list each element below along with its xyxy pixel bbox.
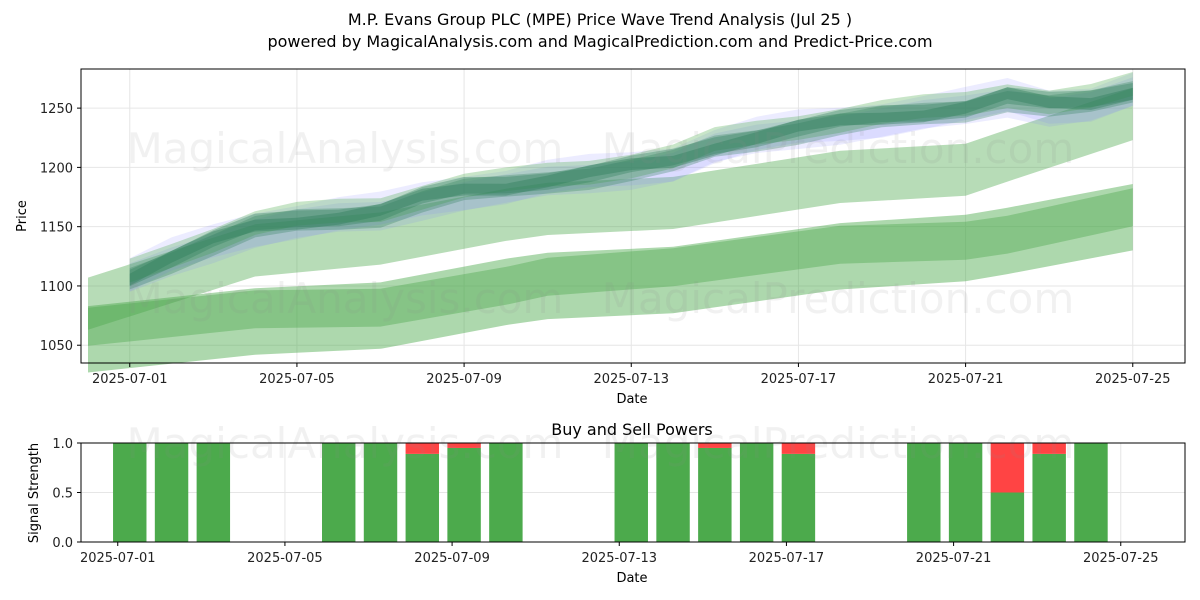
signal-chart-title: Buy and Sell Powers — [551, 420, 713, 439]
upper-wave-band — [129, 83, 1133, 287]
buy-power-bar — [405, 453, 440, 542]
buy-power-bar — [1074, 443, 1108, 542]
buy-power-bar — [113, 443, 147, 542]
signal-x-tick-label: 2025-07-17 — [749, 551, 825, 566]
watermark: MagicalAnalysis.com — [127, 274, 564, 323]
signal-y-tick-label: 1.0 — [52, 437, 73, 452]
signal-y-tick-label: 0.0 — [52, 536, 73, 551]
buy-power-bar — [614, 443, 648, 542]
watermark: MagicalPrediction.com — [602, 124, 1075, 173]
buy-power-bar — [489, 443, 523, 542]
sell-power-bar — [990, 443, 1025, 493]
sell-power-bar — [781, 443, 816, 454]
upper-wave-band — [129, 72, 1133, 283]
price-x-tick-label: 2025-07-25 — [1095, 372, 1171, 387]
signal-x-axis: 2025-07-01 2025-07-05 2025-07-09 2025-07-13… — [80, 542, 1159, 566]
buy-power-bar — [907, 443, 941, 542]
upper-wave-band — [129, 77, 1133, 292]
sell-power-bar — [698, 443, 732, 448]
sell-power-bar — [447, 443, 481, 448]
price-x-tick-label: 2025-07-05 — [259, 372, 335, 387]
buy-power-bar — [948, 443, 983, 542]
middle-wave-band — [88, 88, 1133, 330]
signal-x-tick-label: 2025-07-01 — [80, 551, 156, 566]
buy-power-bar — [1032, 453, 1066, 542]
buy-power-bar — [363, 443, 398, 542]
signal-bars — [113, 443, 1108, 542]
upper-wave-band — [129, 72, 1133, 292]
price-y-axis: 1050 1100 1150 1200 1250 — [40, 102, 81, 354]
price-x-tick-label: 2025-07-09 — [426, 372, 502, 387]
sell-power-bar — [1032, 443, 1066, 454]
price-x-axis: 2025-07-01 2025-07-05 2025-07-09 2025-07-13… — [92, 363, 1171, 387]
chart-subtitle: powered by MagicalAnalysis.com and Magic… — [267, 32, 932, 51]
price-y-tick-label: 1100 — [40, 280, 73, 295]
price-x-tick-label: 2025-07-17 — [761, 372, 837, 387]
signal-x-tick-label: 2025-07-13 — [581, 551, 657, 566]
signal-y-axis-label: Signal Strength — [27, 443, 42, 543]
price-bands — [88, 72, 1133, 373]
upper-wave-band — [129, 81, 1133, 290]
buy-power-bar — [990, 492, 1025, 542]
buy-power-bar — [154, 443, 189, 542]
lower-wave-band — [88, 184, 1133, 373]
signal-x-tick-label: 2025-07-25 — [1083, 551, 1159, 566]
buy-power-bar — [739, 443, 774, 542]
price-y-tick-label: 1200 — [40, 161, 73, 176]
buy-power-bar — [321, 443, 356, 542]
price-plot-frame — [80, 68, 1186, 364]
signal-y-axis: 0.0 0.5 1.0 — [52, 437, 81, 551]
buy-power-bar — [656, 443, 690, 542]
lower-wave-band — [88, 188, 1133, 346]
buy-power-bar — [781, 453, 816, 542]
signal-x-axis-label: Date — [616, 571, 647, 586]
chart-title: M.P. Evans Group PLC (MPE) Price Wave Tr… — [348, 10, 852, 29]
price-x-axis-label: Date — [616, 392, 647, 407]
price-y-tick-label: 1050 — [40, 339, 73, 354]
watermark: MagicalPrediction.com — [602, 274, 1075, 323]
price-y-tick-label: 1250 — [40, 102, 73, 117]
signal-x-tick-label: 2025-07-21 — [916, 551, 992, 566]
buy-power-bar — [698, 447, 732, 542]
price-y-axis-label: Price — [15, 200, 30, 232]
watermark: MagicalAnalysis.com — [127, 124, 564, 173]
signal-x-tick-label: 2025-07-09 — [414, 551, 490, 566]
price-x-tick-label: 2025-07-13 — [593, 372, 669, 387]
buy-power-bar — [196, 443, 231, 542]
price-x-tick-label: 2025-07-21 — [928, 372, 1004, 387]
price-grid — [81, 69, 1185, 363]
price-y-tick-label: 1150 — [40, 221, 73, 236]
sell-power-bar — [405, 443, 440, 454]
signal-y-tick-label: 0.5 — [52, 487, 73, 502]
signal-x-tick-label: 2025-07-05 — [247, 551, 323, 566]
price-x-tick-label: 2025-07-01 — [92, 372, 168, 387]
buy-power-bar — [447, 447, 481, 542]
